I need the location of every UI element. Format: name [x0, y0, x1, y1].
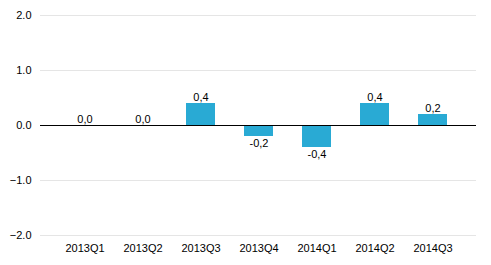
svg-text:2013Q3: 2013Q3: [181, 242, 220, 254]
svg-text:2013Q1: 2013Q1: [65, 242, 104, 254]
svg-text:1.0: 1.0: [16, 64, 31, 76]
svg-text:0,0: 0,0: [135, 113, 150, 125]
svg-text:-0,4: -0,4: [308, 148, 327, 160]
svg-text:0,2: 0,2: [425, 102, 440, 114]
svg-text:2.0: 2.0: [16, 9, 31, 21]
svg-text:0.0: 0.0: [16, 119, 31, 131]
svg-text:2014Q3: 2014Q3: [413, 242, 452, 254]
svg-text:0,4: 0,4: [193, 91, 208, 103]
svg-text:2013Q4: 2013Q4: [239, 242, 278, 254]
svg-text:2014Q1: 2014Q1: [297, 242, 336, 254]
svg-text:0,0: 0,0: [77, 113, 92, 125]
svg-text:−1.0: −1.0: [10, 174, 32, 186]
svg-text:0,4: 0,4: [367, 91, 382, 103]
svg-text:−2.0: −2.0: [10, 229, 32, 241]
svg-text:2013Q2: 2013Q2: [123, 242, 162, 254]
svg-text:2014Q2: 2014Q2: [355, 242, 394, 254]
svg-text:-0,2: -0,2: [250, 137, 269, 149]
